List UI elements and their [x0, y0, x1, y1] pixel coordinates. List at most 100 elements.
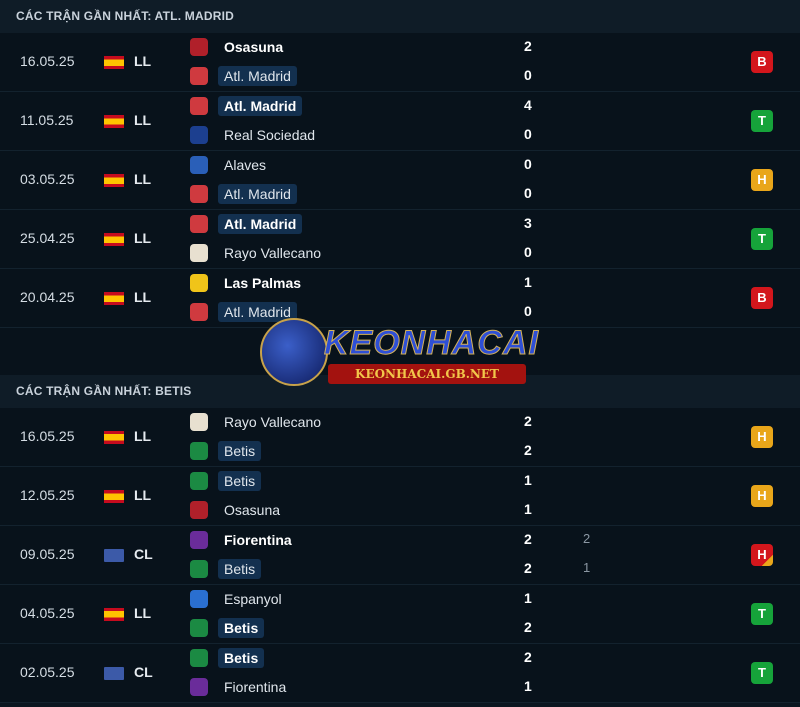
home-score: 1 [524, 274, 532, 290]
away-score: 2 [524, 442, 532, 458]
spain-flag-icon [104, 115, 124, 128]
match-row[interactable]: 12.05.25 LL Betis Osasuna 1 1 H [0, 467, 800, 526]
competition: LL [134, 428, 152, 444]
match-date: 20.04.25 [20, 289, 75, 305]
competition: LL [134, 230, 152, 246]
home-team[interactable]: Betis [190, 470, 262, 492]
match-row[interactable]: 09.05.25 CL Fiorentina Betis 2 2 2 1 H [0, 526, 800, 585]
result-badge: H [751, 426, 773, 448]
result-badge: H [751, 544, 773, 566]
team-name: Betis [218, 559, 262, 579]
match-row[interactable]: 16.05.25 LL Rayo Vallecano Betis 2 2 H [0, 408, 800, 467]
team-name: Betis [218, 618, 265, 638]
away-team[interactable]: Atl. Madrid [190, 65, 297, 87]
team-crest-icon [190, 185, 208, 203]
spain-flag-icon [104, 56, 124, 69]
team-name: Real Sociedad [224, 127, 316, 143]
team-crest-icon [190, 590, 208, 608]
team-name: Espanyol [224, 591, 282, 607]
home-team[interactable]: Atl. Madrid [190, 213, 303, 235]
watermark-logo: KEONHACAI KEONHACAI.GB.NET [258, 318, 538, 390]
result-badge: H [751, 485, 773, 507]
away-team[interactable]: Rayo Vallecano [190, 242, 327, 264]
away-team[interactable]: Atl. Madrid [190, 301, 297, 323]
team-name: Las Palmas [224, 275, 302, 291]
team-crest-icon [190, 619, 208, 637]
away-team[interactable]: Betis [190, 617, 265, 639]
competition: LL [134, 487, 152, 503]
team-crest-icon [190, 442, 208, 460]
team-name: Fiorentina [224, 532, 292, 548]
match-row[interactable]: 11.05.25 LL Atl. Madrid Real Sociedad 4 0… [0, 92, 800, 151]
match-date: 11.05.25 [20, 112, 74, 128]
away-score: 1 [524, 501, 532, 517]
away-team[interactable]: Atl. Madrid [190, 183, 297, 205]
home-team[interactable]: Alaves [190, 154, 272, 176]
match-row[interactable]: 16.05.25 LL Osasuna Atl. Madrid 2 0 B [0, 33, 800, 92]
away-score: 0 [524, 67, 532, 83]
home-team[interactable]: Betis [190, 647, 265, 669]
away-score: 2 [524, 560, 532, 576]
spain-flag-icon [104, 490, 124, 503]
away-team[interactable]: Real Sociedad [190, 124, 321, 146]
result-badge: T [751, 110, 773, 132]
home-team[interactable]: Fiorentina [190, 529, 298, 551]
team-crest-icon [190, 501, 208, 519]
match-date: 25.04.25 [20, 230, 75, 246]
competition: CL [134, 546, 153, 562]
team-crest-icon [190, 560, 208, 578]
match-date: 09.05.25 [20, 546, 75, 562]
competition: LL [134, 53, 152, 69]
team-crest-icon [190, 156, 208, 174]
result-badge: B [751, 287, 773, 309]
result-badge: T [751, 603, 773, 625]
team-name: Fiorentina [224, 679, 287, 695]
team-name: Alaves [224, 157, 267, 173]
home-team[interactable]: Osasuna [190, 36, 289, 58]
team-crest-icon [190, 303, 208, 321]
away-penalty-score: 1 [583, 560, 591, 575]
result-badge: T [751, 228, 773, 250]
home-score: 2 [524, 531, 532, 547]
team-name: Atl. Madrid [218, 214, 303, 234]
away-team[interactable]: Fiorentina [190, 676, 292, 698]
match-row[interactable]: 03.05.25 LL Alaves Atl. Madrid 0 0 H [0, 151, 800, 210]
spain-flag-icon [104, 233, 124, 246]
spain-flag-icon [104, 174, 124, 187]
match-row[interactable]: 20.04.25 LL Las Palmas Atl. Madrid 1 0 B [0, 269, 800, 328]
away-score: 1 [524, 678, 532, 694]
home-score: 1 [524, 590, 532, 606]
team-crest-icon [190, 215, 208, 233]
away-score: 2 [524, 619, 532, 635]
match-date: 03.05.25 [20, 171, 75, 187]
result-badge: H [751, 169, 773, 191]
competition: LL [134, 112, 152, 128]
team-name: Rayo Vallecano [224, 245, 322, 261]
result-badge: T [751, 662, 773, 684]
team-crest-icon [190, 678, 208, 696]
home-team[interactable]: Espanyol [190, 588, 288, 610]
team-crest-icon [190, 67, 208, 85]
home-team[interactable]: Rayo Vallecano [190, 411, 327, 433]
home-team[interactable]: Atl. Madrid [190, 95, 303, 117]
match-date: 16.05.25 [20, 428, 75, 444]
section-header: CÁC TRẬN GẦN NHẤT: ATL. MADRID [0, 0, 800, 33]
team-name: Betis [218, 648, 265, 668]
team-crest-icon [190, 126, 208, 144]
home-score: 2 [524, 649, 532, 665]
team-name: Atl. Madrid [218, 66, 297, 86]
team-name: Atl. Madrid [218, 302, 297, 322]
match-row[interactable]: 02.05.25 CL Betis Fiorentina 2 1 T [0, 644, 800, 703]
match-date: 12.05.25 [20, 487, 75, 503]
home-team[interactable]: Las Palmas [190, 272, 307, 294]
away-score: 0 [524, 185, 532, 201]
spain-flag-icon [104, 292, 124, 305]
match-row[interactable]: 25.04.25 LL Atl. Madrid Rayo Vallecano 3 … [0, 210, 800, 269]
home-score: 2 [524, 38, 532, 54]
section-header: CÁC TRẬN GẦN NHẤT: BETIS [0, 375, 800, 408]
away-team[interactable]: Osasuna [190, 499, 286, 521]
away-team[interactable]: Betis [190, 440, 262, 462]
match-date: 04.05.25 [20, 605, 75, 621]
match-row[interactable]: 04.05.25 LL Espanyol Betis 1 2 T [0, 585, 800, 644]
away-team[interactable]: Betis [190, 558, 262, 580]
